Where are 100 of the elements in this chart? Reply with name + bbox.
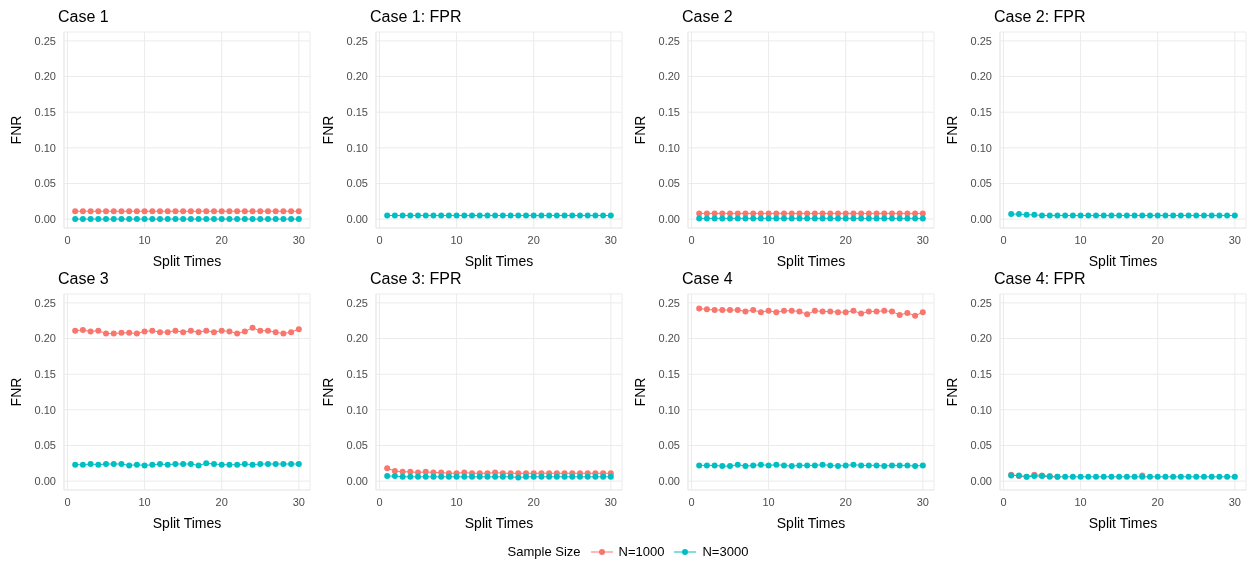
x-tick-label: 0	[376, 233, 383, 246]
y-axis-title: FNR	[319, 377, 336, 407]
y-tick-label: 0.15	[346, 106, 368, 119]
y-tick-label: 0.10	[346, 403, 368, 416]
y-axis-title: FNR	[631, 115, 648, 145]
y-tick-label: 0.20	[970, 332, 992, 345]
y-axis-title: FNR	[631, 377, 648, 407]
x-tick-label: 30	[1228, 495, 1241, 508]
y-tick-label: 0.10	[970, 141, 992, 154]
y-tick-label: 0.20	[346, 70, 368, 83]
x-axis-title: Split Times	[464, 253, 534, 269]
y-tick-label: 0.00	[658, 213, 680, 225]
y-tick-label: 0.00	[34, 475, 56, 487]
chart-title: Case 3: FPR	[370, 270, 462, 288]
y-axis-title: FNR	[943, 377, 960, 407]
y-tick-label: 0.15	[658, 106, 680, 119]
y-tick-label: 0.20	[34, 70, 56, 83]
y-tick-label: 0.20	[346, 332, 368, 345]
y-tick-label: 0.15	[346, 368, 368, 381]
y-tick-label: 0.05	[34, 177, 56, 190]
chart-title: Case 4	[682, 270, 733, 288]
x-tick-label: 20	[1151, 495, 1164, 508]
x-tick-label: 30	[604, 233, 617, 246]
y-tick-label: 0.25	[34, 34, 56, 47]
x-axis-title: Split Times	[152, 253, 222, 269]
y-tick-label: 0.20	[658, 70, 680, 83]
y-tick-label: 0.10	[34, 141, 56, 154]
y-tick-label: 0.00	[34, 213, 56, 225]
y-tick-label: 0.15	[970, 106, 992, 119]
x-tick-label: 0	[1000, 233, 1007, 246]
x-tick-label: 10	[1074, 233, 1087, 246]
y-tick-label: 0.25	[346, 34, 368, 47]
x-tick-label: 0	[64, 495, 71, 508]
chart-title: Case 2: FPR	[994, 8, 1086, 26]
legend-label: N=3000	[702, 544, 749, 559]
x-tick-label: 10	[138, 495, 151, 508]
y-axis-title: FNR	[319, 115, 336, 145]
y-tick-label: 0.00	[346, 213, 368, 225]
y-tick-label: 0.25	[34, 296, 56, 309]
chart-title: Case 4: FPR	[994, 270, 1086, 288]
x-axis-title: Split Times	[152, 515, 222, 531]
y-tick-label: 0.20	[34, 332, 56, 345]
x-axis-title: Split Times	[464, 515, 534, 531]
x-axis-title: Split Times	[1088, 515, 1158, 531]
x-tick-label: 20	[527, 495, 540, 508]
y-axis-title: FNR	[943, 115, 960, 145]
y-tick-label: 0.00	[346, 475, 368, 487]
y-tick-label: 0.00	[970, 475, 992, 487]
x-tick-label: 20	[215, 233, 228, 246]
y-tick-label: 0.10	[34, 403, 56, 416]
x-tick-label: 0	[1000, 495, 1007, 508]
y-tick-label: 0.25	[658, 296, 680, 309]
y-tick-label: 0.05	[34, 439, 56, 452]
x-axis-title: Split Times	[1088, 253, 1158, 269]
y-tick-label: 0.25	[970, 296, 992, 309]
chart-title: Case 1: FPR	[370, 8, 462, 26]
x-tick-label: 20	[1151, 233, 1164, 246]
y-tick-label: 0.05	[346, 439, 368, 452]
x-tick-label: 10	[138, 233, 151, 246]
y-tick-label: 0.10	[658, 403, 680, 416]
y-tick-label: 0.05	[346, 177, 368, 190]
x-tick-label: 10	[762, 233, 775, 246]
y-tick-label: 0.00	[970, 213, 992, 225]
y-tick-label: 0.15	[970, 368, 992, 381]
chart-title: Case 2	[682, 8, 733, 26]
y-tick-label: 0.05	[970, 177, 992, 190]
x-tick-label: 30	[604, 495, 617, 508]
y-tick-label: 0.25	[346, 296, 368, 309]
x-tick-label: 10	[1074, 495, 1087, 508]
x-tick-label: 30	[916, 233, 929, 246]
x-tick-label: 20	[839, 495, 852, 508]
chart-title: Case 1	[58, 8, 109, 26]
x-tick-label: 20	[215, 495, 228, 508]
x-tick-label: 0	[64, 233, 71, 246]
y-tick-label: 0.05	[970, 439, 992, 452]
x-tick-label: 30	[292, 495, 305, 508]
x-tick-label: 0	[376, 495, 383, 508]
x-tick-label: 20	[839, 233, 852, 246]
y-tick-label: 0.20	[970, 70, 992, 83]
x-tick-label: 30	[1228, 233, 1241, 246]
y-tick-label: 0.15	[658, 368, 680, 381]
y-tick-label: 0.10	[658, 141, 680, 154]
x-tick-label: 30	[292, 233, 305, 246]
y-tick-label: 0.20	[658, 332, 680, 345]
x-tick-label: 0	[688, 233, 695, 246]
y-tick-label: 0.25	[658, 34, 680, 47]
chart-title: Case 3	[58, 270, 109, 288]
x-tick-label: 10	[450, 233, 463, 246]
y-tick-label: 0.25	[970, 34, 992, 47]
x-tick-label: 20	[527, 233, 540, 246]
y-tick-label: 0.15	[34, 106, 56, 119]
x-tick-label: 10	[450, 495, 463, 508]
y-tick-label: 0.10	[970, 403, 992, 416]
y-tick-label: 0.05	[658, 439, 680, 452]
legend-title: Sample Size	[507, 544, 581, 559]
x-axis-title: Split Times	[776, 515, 846, 531]
x-axis-title: Split Times	[776, 253, 846, 269]
y-tick-label: 0.00	[658, 475, 680, 487]
y-tick-label: 0.15	[34, 368, 56, 381]
legend-label: N=1000	[618, 544, 665, 559]
